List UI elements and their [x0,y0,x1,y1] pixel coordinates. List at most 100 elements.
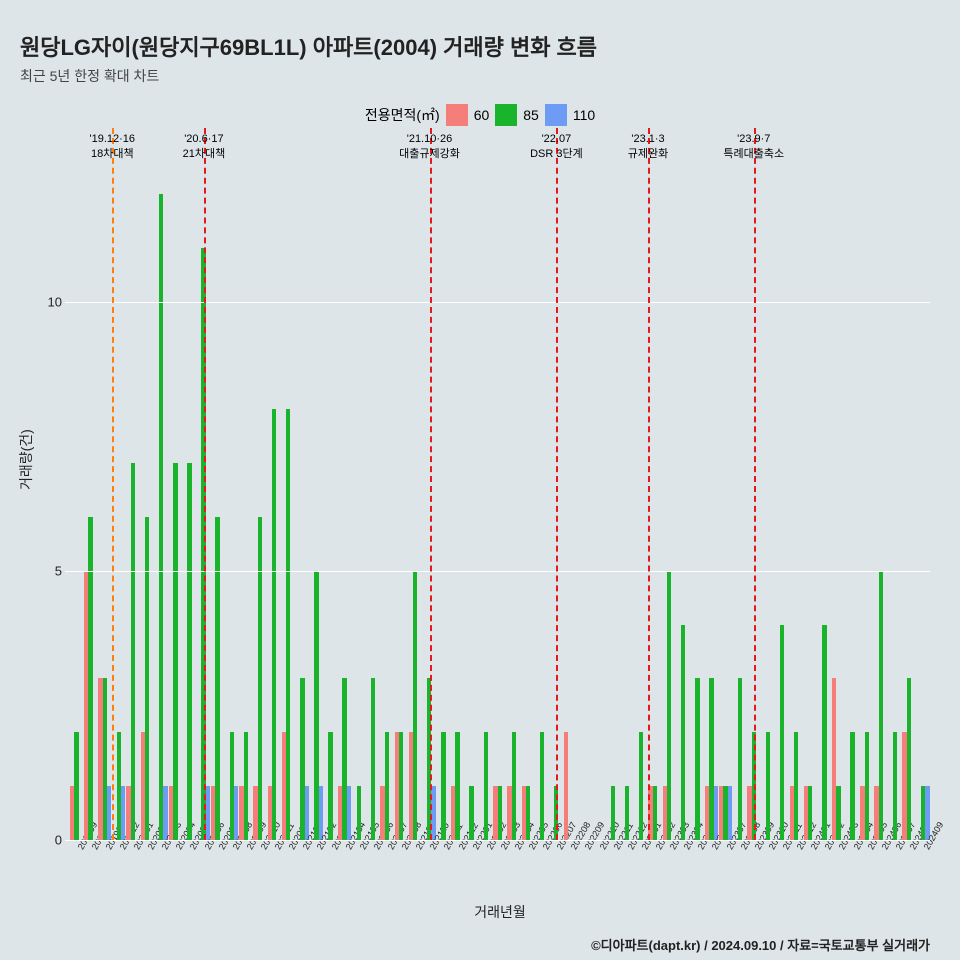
month-group: 202108 [395,140,408,840]
month-group: 202312 [790,140,803,840]
bar-85 [667,571,671,840]
month-group: 201911 [98,140,111,840]
gridline [65,571,930,572]
month-group: 202201 [465,140,478,840]
event-vline-label: '23.1·3규제완화 [628,132,668,163]
bar-85 [74,732,78,840]
month-group: 202401 [804,140,817,840]
ytick-label: 5 [55,563,70,578]
credit-line: ©디아파트(dapt.kr) / 2024.09.10 / 자료=국토교통부 실… [591,935,930,954]
legend-swatch-85 [495,104,517,126]
bar-85 [865,732,869,840]
bar-85 [526,786,530,840]
month-group: 202002 [141,140,154,840]
bar-85 [611,786,615,840]
bar-85 [681,625,685,840]
month-group: 202311 [775,140,788,840]
event-vline-label: '23.9·7특례대출축소 [723,132,784,163]
bar-85 [512,732,516,840]
bar-85 [695,678,699,840]
month-group: 202305 [691,140,704,840]
x-axis-label: 거래년월 [474,902,526,922]
bar-85 [413,571,417,840]
event-vline-label: '19.12·1618차대책 [90,132,136,163]
month-group: 202008 [225,140,238,840]
bar-85 [808,786,812,840]
month-group: 202202 [479,140,492,840]
bar-85 [469,786,473,840]
bar-85 [244,732,248,840]
bar-85 [145,517,149,840]
month-group: 202107 [380,140,393,840]
bar-85 [455,732,459,840]
ytick-label: 0 [55,833,70,848]
chart-subtitle: 최근 5년 한정 확대 차트 [20,66,940,86]
month-group: 201909 [70,140,83,840]
y-axis-label: 거래량(건) [16,429,36,490]
month-group: 202102 [310,140,323,840]
month-group: 202409 [917,140,930,840]
bar-85 [836,786,840,840]
bar-85 [879,571,883,840]
bar-85 [272,409,276,840]
bar-85 [441,732,445,840]
bar-85 [738,678,742,840]
bar-85 [215,517,219,840]
month-group: 202109 [409,140,422,840]
month-group: 202009 [239,140,252,840]
event-vline [430,128,432,840]
month-group: 202012 [282,140,295,840]
gridline [65,302,930,303]
month-group: 202303 [663,140,676,840]
chart-container: 원당LG자이(원당지구69BL1L) 아파트(2004) 거래량 변화 흐름 최… [0,0,960,960]
month-group: 202206 [536,140,549,840]
event-vline-label: '21.10·26대출규제강화 [399,132,460,163]
bar-85 [498,786,502,840]
gridline [65,840,930,841]
bar-85 [907,678,911,840]
month-group: 202010 [253,140,266,840]
month-group: 202105 [352,140,365,840]
event-vline [648,128,650,840]
event-vline [112,128,114,840]
month-group: 202112 [451,140,464,840]
month-group: 201912 [112,140,125,840]
month-group: 202209 [578,140,591,840]
month-group: 202402 [818,140,831,840]
bar-85 [173,463,177,840]
month-group: 202204 [507,140,520,840]
event-vline [556,128,558,840]
bar-85 [625,786,629,840]
month-group: 202310 [761,140,774,840]
event-vline [754,128,756,840]
bar-85 [540,732,544,840]
month-group: 202307 [719,140,732,840]
bar-85 [780,625,784,840]
month-group: 202211 [606,140,619,840]
month-group: 202306 [705,140,718,840]
bars-wrap: 2019092019102019112019122020012020022020… [70,140,930,840]
bar-85 [371,678,375,840]
month-group: 202203 [493,140,506,840]
bar-85 [88,517,92,840]
month-group: 202301 [634,140,647,840]
month-group: 202007 [211,140,224,840]
month-group: 202001 [126,140,139,840]
bar-85 [258,517,262,840]
legend-label-60: 60 [474,107,490,123]
month-group: 202003 [155,140,168,840]
month-group: 202208 [564,140,577,840]
bar-85 [766,732,770,840]
bar-85 [639,732,643,840]
month-group: 202101 [296,140,309,840]
legend-label-85: 85 [523,107,539,123]
bar-85 [187,463,191,840]
bar-85 [893,732,897,840]
month-group: 202011 [268,140,281,840]
month-group: 202406 [874,140,887,840]
month-group: 202308 [733,140,746,840]
bar-85 [794,732,798,840]
bar-85 [399,732,403,840]
event-vline-label: '22.07DSR 3단계 [530,132,583,163]
month-group: 202404 [846,140,859,840]
